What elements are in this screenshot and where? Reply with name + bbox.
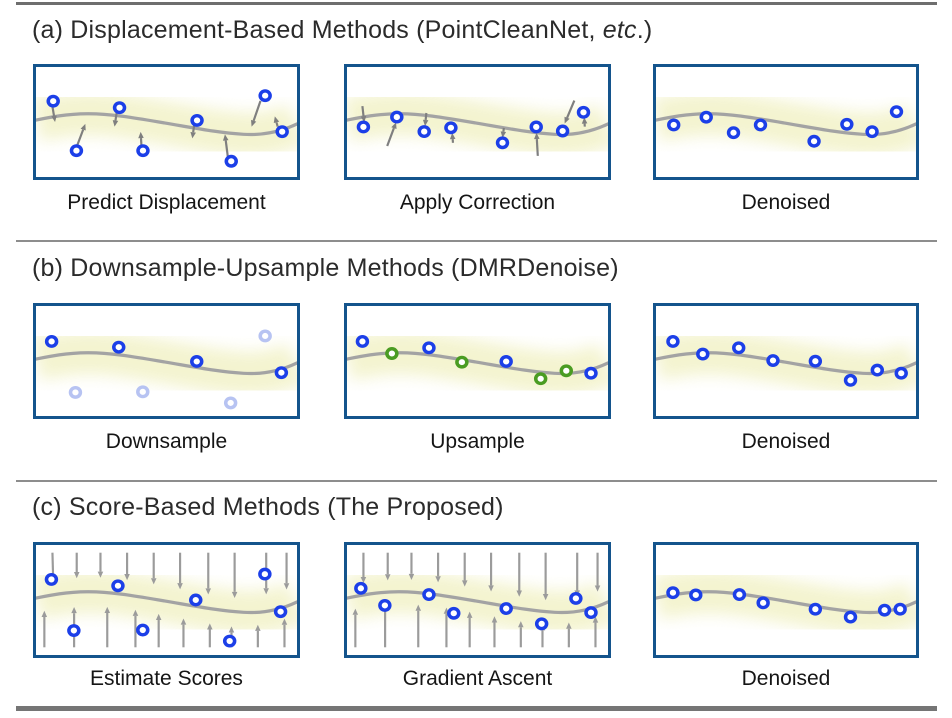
panel-denoised-b [653, 303, 919, 419]
section-a-title: (a) Displacement-Based Methods (PointCle… [32, 16, 652, 45]
divider-bottom [16, 706, 937, 711]
panel-upsample [344, 303, 611, 419]
section-c-title-text: (c) Score-Based Methods (The Proposed) [32, 493, 504, 521]
section-b-title-text: (b) Downsample-Upsample Methods (DMRDeno… [32, 254, 619, 282]
caption-denoised-c: Denoised [741, 667, 831, 690]
panel-denoised-c [653, 542, 919, 658]
section-a-title-italic: etc [602, 16, 637, 44]
section-a-title-text: (a) Displacement-Based Methods (PointCle… [32, 16, 603, 44]
panel-apply-correction [344, 64, 611, 180]
section-c-title: (c) Score-Based Methods (The Proposed) [32, 493, 504, 522]
panel-predict-displacement [33, 64, 300, 180]
panel-estimate-scores [33, 542, 300, 658]
section-a-title-suffix: .) [636, 16, 653, 44]
divider-top [16, 2, 937, 5]
caption-gradient-ascent: Gradient Ascent [402, 667, 553, 690]
caption-apply-correction: Apply Correction [399, 191, 556, 214]
caption-upsample: Upsample [430, 430, 525, 453]
panel-downsample [33, 303, 300, 419]
caption-downsample: Downsample [105, 430, 228, 453]
caption-denoised-b: Denoised [741, 430, 831, 453]
caption-predict-displacement: Predict Displacement [67, 191, 266, 214]
caption-denoised-a: Denoised [741, 191, 831, 214]
panel-denoised-a [653, 64, 919, 180]
section-b-title: (b) Downsample-Upsample Methods (DMRDeno… [32, 254, 619, 283]
panel-gradient-ascent [344, 542, 611, 658]
caption-estimate-scores: Estimate Scores [90, 667, 243, 690]
divider-middle-2 [16, 480, 937, 482]
divider-middle-1 [16, 240, 937, 242]
